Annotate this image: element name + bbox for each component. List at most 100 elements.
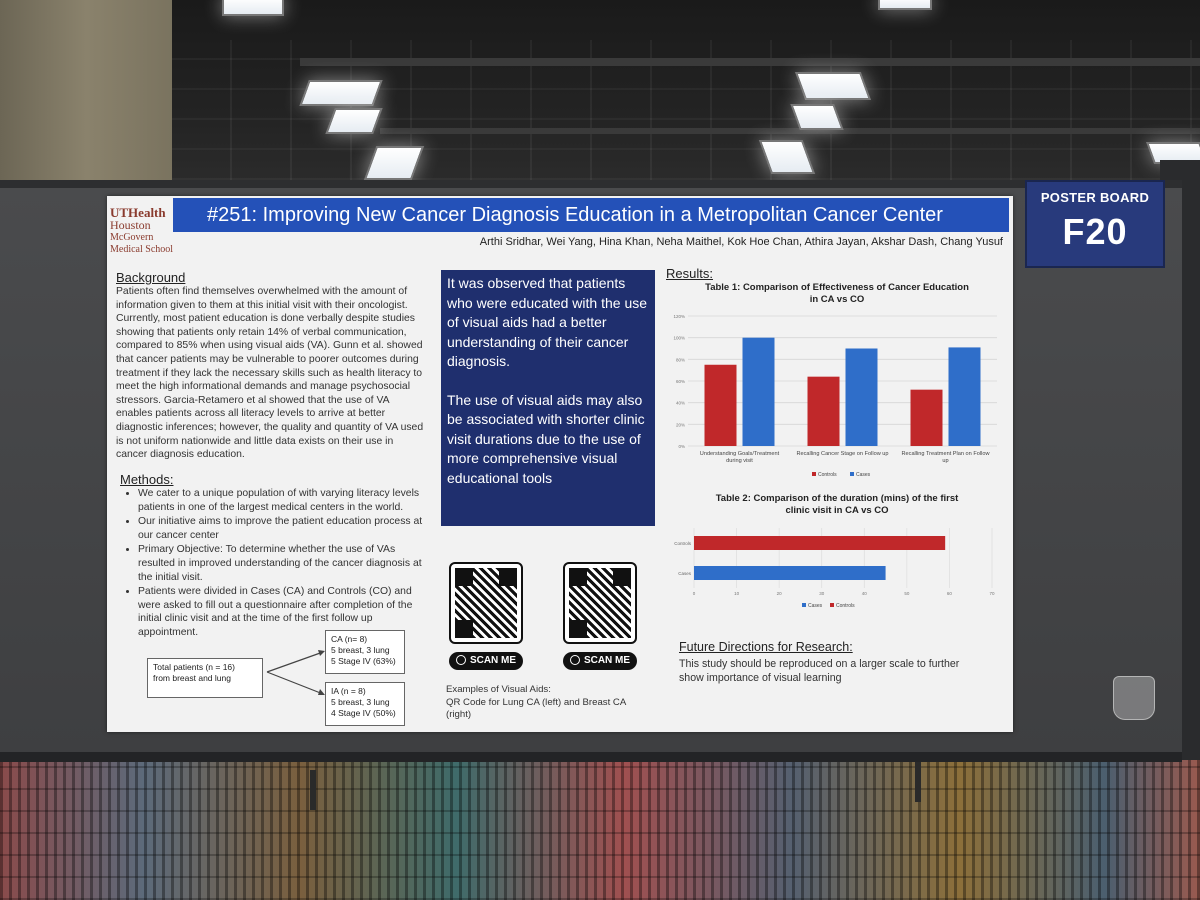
x-category-label: Understanding Goals/Treatment — [700, 451, 780, 457]
methods-heading: Methods: — [120, 472, 174, 487]
scan-me-label: SCAN ME — [469, 655, 517, 666]
legend-swatch — [812, 472, 816, 476]
x-tick-label: 70 — [989, 591, 995, 596]
background-heading: Background — [116, 270, 186, 285]
legend-swatch — [802, 603, 806, 607]
y-tick-label: 120% — [673, 314, 685, 319]
flow-text: CA (n= 8) — [331, 634, 368, 644]
total-patients-box: Total patients (n = 16) from breast and … — [147, 658, 263, 698]
x-tick-label: 30 — [819, 591, 825, 596]
x-tick-label: 0 — [693, 591, 696, 596]
caption-line: Examples of Visual Aids: — [446, 684, 551, 695]
future-directions-section: Future Directions for Research: This stu… — [679, 640, 999, 685]
board-number-sign: POSTER BOARD F20 — [1025, 180, 1165, 268]
visual-aids-caption: Examples of Visual Aids: QR Code for Lun… — [446, 684, 661, 722]
y-tick-label: 80% — [676, 357, 685, 362]
bar-controls — [807, 376, 840, 446]
ceiling-light — [222, 0, 284, 16]
finding-paragraph: The use of visual aids may also be assoc… — [447, 391, 645, 486]
logo-line: Medical School — [110, 244, 174, 255]
bar-controls — [694, 536, 946, 550]
background-section: Background Patients often find themselve… — [116, 270, 424, 462]
scan-me-button: SCAN ME — [563, 652, 637, 670]
flow-text: Total patients (n = 16) — [153, 662, 235, 672]
bar-cases — [845, 348, 878, 446]
flow-text: 5 Stage IV (63%) — [331, 656, 396, 666]
y-tick-label: 60% — [676, 379, 685, 384]
pillar — [0, 0, 172, 185]
ceiling-light — [299, 80, 383, 106]
y-category-label: Controls — [674, 541, 692, 546]
chart-title-line: Table 1: Comparison of Effectiveness of … — [705, 282, 969, 293]
legend-swatch — [850, 472, 854, 476]
legend-label: Cases — [856, 472, 871, 478]
bar-cases — [694, 566, 886, 580]
flow-text: 5 breast, 3 lung — [331, 645, 390, 655]
legend-label: Cases — [808, 603, 823, 609]
list-item: We cater to a unique population of with … — [138, 487, 426, 514]
table2-title: Table 2: Comparison of the duration (min… — [667, 493, 1007, 517]
flow-text: 4 Stage IV (50%) — [331, 708, 396, 718]
y-tick-label: 0% — [678, 444, 685, 449]
logo-line: McGovern — [110, 232, 154, 243]
y-category-label: Cases — [678, 571, 692, 576]
y-tick-label: 100% — [673, 336, 685, 341]
board-leg — [915, 762, 921, 802]
effectiveness-bar-chart: 0% 20% 40% 60% 80% 100% 120% Understanding Goal… — [673, 314, 997, 478]
ceiling — [0, 0, 1200, 190]
methods-list: We cater to a unique population of with … — [120, 487, 426, 640]
legend-swatch — [830, 603, 834, 607]
ceiling-beam — [300, 58, 1200, 66]
ceiling-light — [790, 104, 844, 130]
future-text-line: This study should be reproduced on a lar… — [679, 658, 960, 670]
caption-line: QR Code for Lung CA (left) and Breast CA — [446, 696, 627, 708]
flow-text: IA (n = 8) — [331, 686, 366, 696]
future-text-line: show importance of visual learning — [679, 671, 842, 684]
results-heading: Results: — [666, 266, 713, 281]
background-text: Patients often find themselves overwhelm… — [116, 286, 424, 461]
x-category-label: up — [942, 458, 948, 464]
flow-text: from breast and lung — [153, 673, 231, 683]
logo-line: UTHealth — [110, 205, 166, 220]
qr-code-lung[interactable]: SCAN ME — [449, 562, 523, 670]
x-category-label: Recalling Treatment Plan on Follow — [902, 451, 991, 457]
logo-line: Houston — [110, 218, 151, 232]
board-leg — [310, 770, 316, 810]
list-item: Our initiative aims to improve the patie… — [138, 515, 426, 542]
board-label-title: POSTER BOARD — [1040, 190, 1150, 205]
chart-title-line: Table 2: Comparison of the duration (min… — [715, 493, 959, 504]
finding-paragraph: It was observed that patients who were e… — [447, 275, 648, 369]
ia-group-box: IA (n = 8) 5 breast, 3 lung 4 Stage IV (… — [325, 682, 405, 726]
table1-title: Table 1: Comparison of Effectiveness of … — [667, 282, 1007, 306]
x-category-label: during visit — [726, 458, 753, 464]
legend-label: Controls — [836, 603, 855, 609]
poster: UTHealth Houston McGovern Medical School… — [107, 196, 1013, 732]
cases-group-box: CA (n= 8) 5 breast, 3 lung 5 Stage IV (6… — [325, 630, 405, 674]
bar-controls — [910, 389, 943, 446]
future-text: This study should be reproduced on a lar… — [679, 658, 999, 685]
ceiling-light — [794, 72, 872, 100]
scan-me-label: SCAN ME — [583, 655, 631, 666]
list-item: Primary Objective: To determine whether … — [138, 543, 426, 584]
caption-line: (right) — [446, 709, 472, 720]
x-tick-label: 40 — [862, 591, 868, 596]
x-tick-label: 50 — [904, 591, 910, 596]
qr-code-breast[interactable]: SCAN ME — [563, 562, 637, 670]
x-category-label: Recalling Cancer Stage on Follow up — [796, 451, 888, 457]
y-tick-label: 40% — [676, 401, 685, 406]
legend-label: Controls — [818, 472, 837, 478]
key-findings-box: It was observed that patients who were e… — [441, 270, 655, 526]
chart-title-line: in CA vs CO — [809, 294, 865, 305]
ceiling-light — [878, 0, 932, 10]
bar-cases — [948, 347, 981, 446]
ceiling-beam — [380, 128, 1200, 134]
x-tick-label: 60 — [947, 591, 953, 596]
poster-authors: Arthi Sridhar, Wei Yang, Hina Khan, Neha… — [479, 236, 1003, 248]
flow-text: 5 breast, 3 lung — [331, 697, 390, 707]
board-label-number: F20 — [1062, 211, 1128, 252]
x-tick-label: 10 — [734, 591, 740, 596]
x-tick-label: 20 — [777, 591, 783, 596]
scan-me-button: SCAN ME — [449, 652, 523, 670]
future-heading: Future Directions for Research: — [679, 640, 853, 654]
qr-code-icon — [449, 562, 523, 644]
